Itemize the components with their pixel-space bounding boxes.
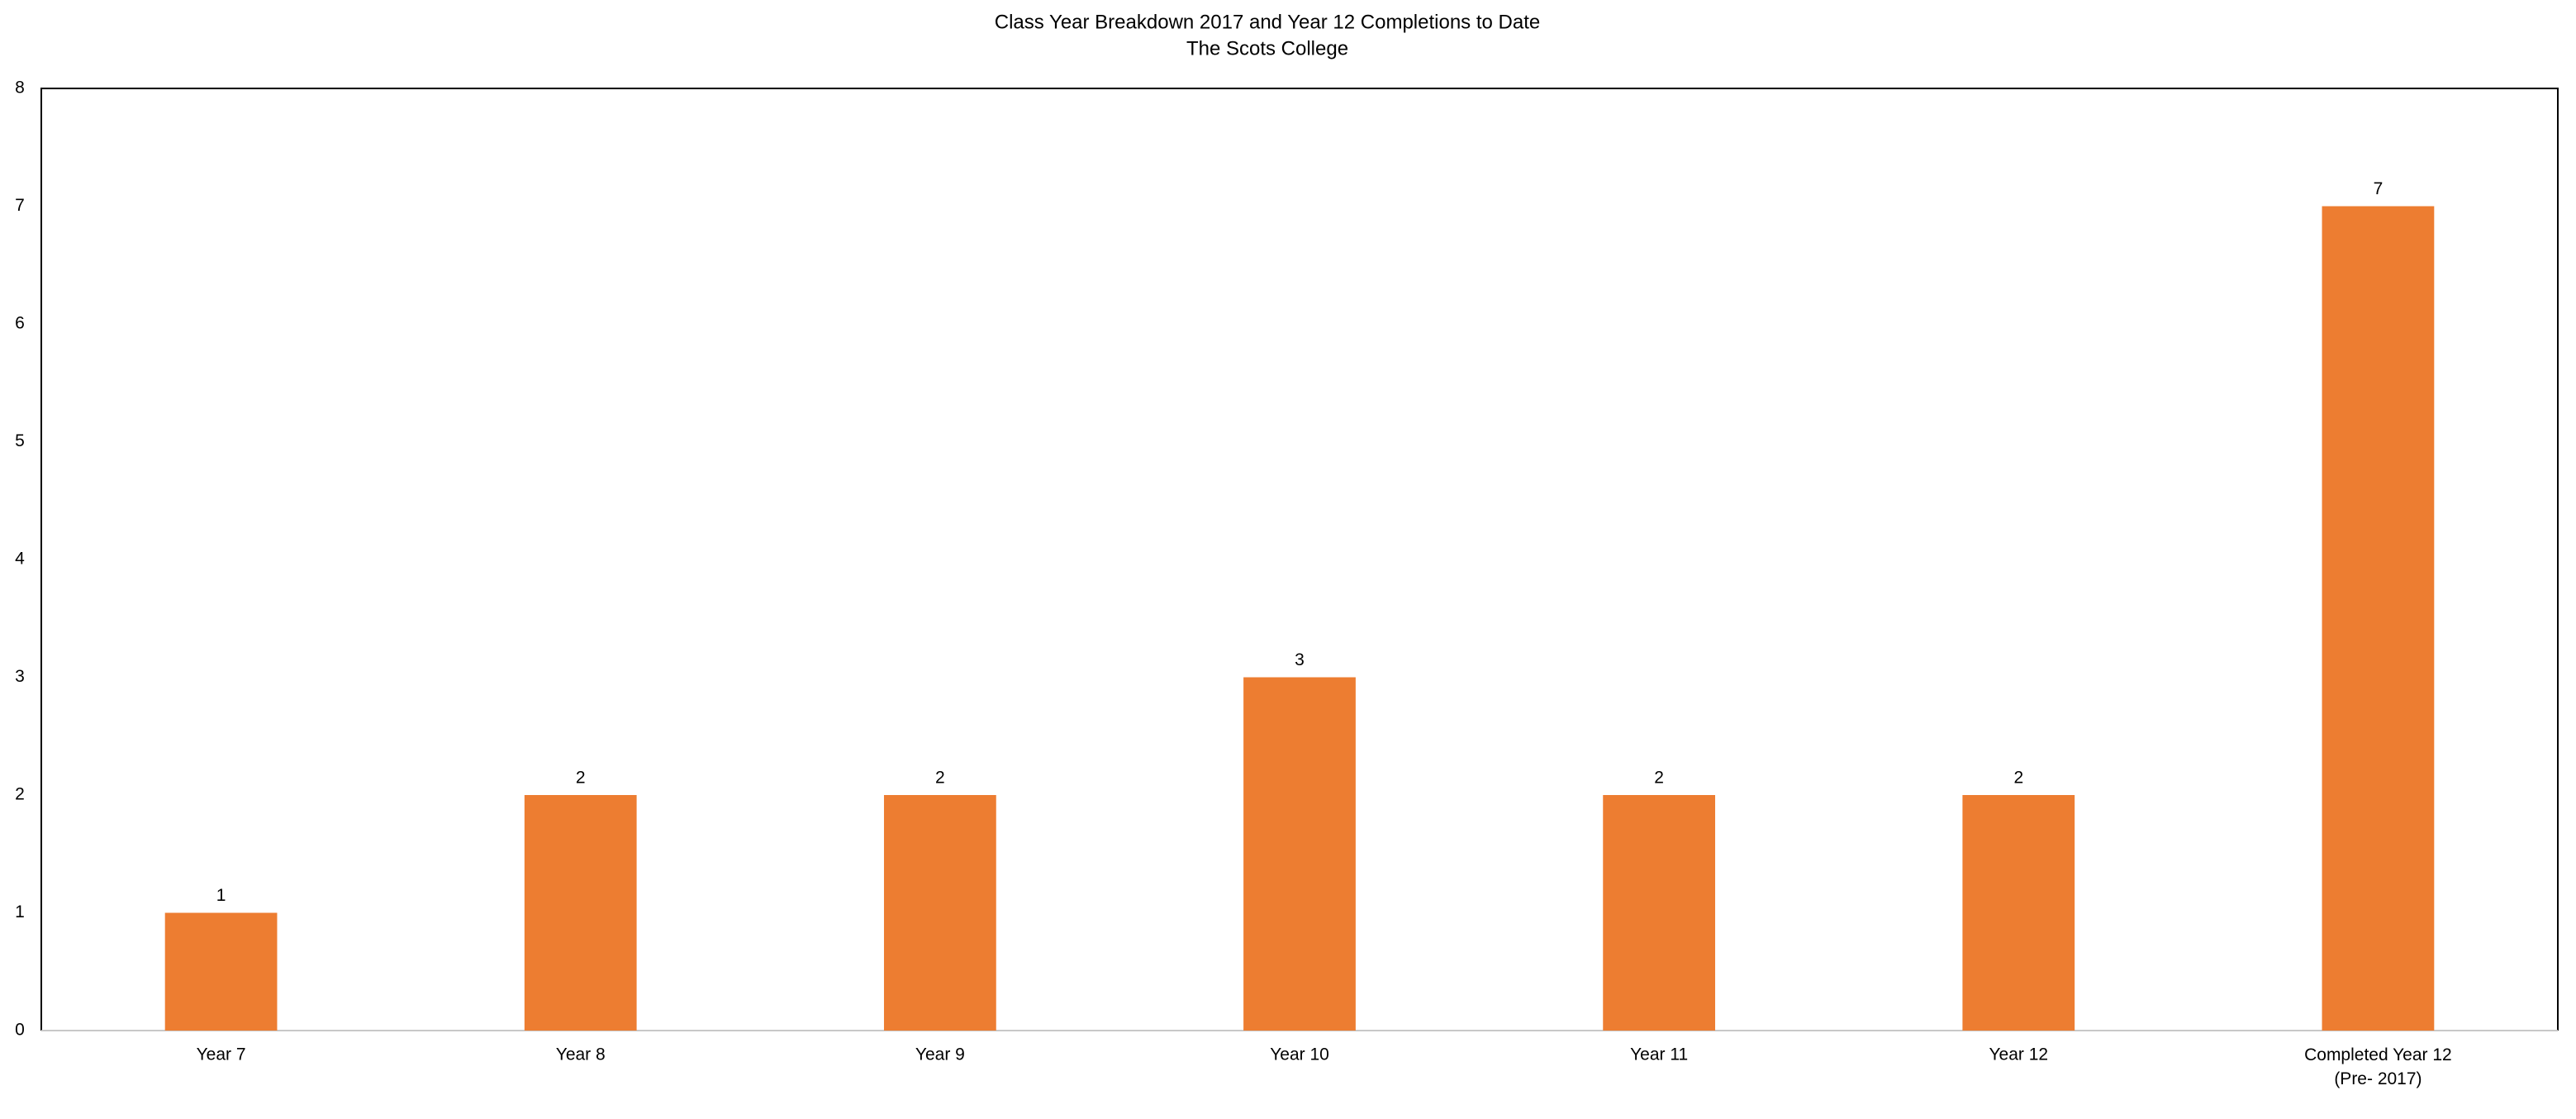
x-tick-label: Year 11 [1630,1045,1688,1064]
x-tick-label: Year 10 [1270,1045,1329,1064]
x-tick-label: Year 7 [197,1045,246,1064]
y-tick-label: 5 [15,431,25,450]
y-tick-label: 4 [15,550,25,569]
y-tick-label: 3 [15,667,25,686]
data-label: 2 [576,769,586,788]
data-label: 3 [1295,650,1305,669]
y-tick-label: 2 [15,785,25,804]
x-tick-label: Completed Year 12 (Pre- 2017) [2304,1045,2452,1088]
y-tick-label: 1 [15,902,25,921]
x-tick-label: Year 12 [1989,1045,2048,1064]
data-label: 1 [216,886,226,905]
y-tick-label: 0 [15,1021,25,1040]
y-tick-label: 7 [15,196,25,215]
x-tick-label: Year 9 [915,1045,965,1064]
y-tick-label: 8 [15,79,25,98]
bar [1243,677,1356,1031]
y-tick-label: 6 [15,314,25,333]
bar [1603,795,1716,1031]
plot-border [40,88,2559,1031]
bar [883,795,996,1031]
bar [164,912,278,1031]
chart-title: Class Year Breakdown 2017 and Year 12 Co… [995,11,1540,33]
data-label: 2 [935,769,945,788]
data-label: 2 [2013,769,2023,788]
data-label: 2 [1654,769,1664,788]
chart-subtitle: The Scots College [1186,37,1348,60]
bar [1962,795,2075,1031]
data-label: 7 [2374,179,2384,198]
x-tick-label: Year 8 [556,1045,606,1064]
bar [524,795,637,1031]
bar [2322,206,2435,1031]
